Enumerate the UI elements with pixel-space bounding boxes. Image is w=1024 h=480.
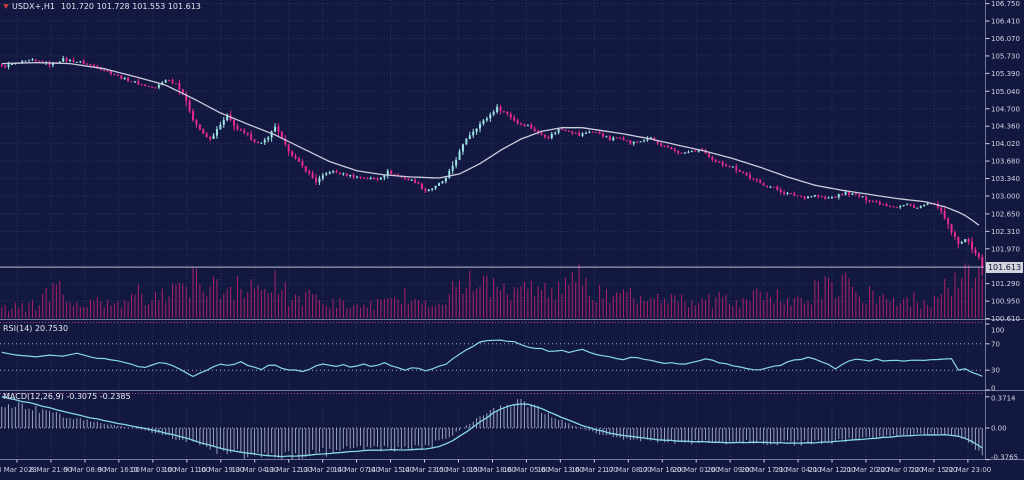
symbol-marker-icon (3, 4, 9, 9)
price-axis-label: 103.680 (991, 158, 1020, 166)
candlestick-series[interactable] (0, 55, 984, 276)
rsi-value: 20.7530 (34, 324, 69, 333)
rsi-pane[interactable] (0, 339, 984, 378)
time-axis-label: 17 Mar 16:00 (639, 466, 686, 474)
time-axis-label: 9 Mar 16:00 (98, 466, 140, 474)
time-axis-label: 20 Mar 17:00 (741, 466, 788, 474)
macd-axis-label: -0.3765 (991, 454, 1018, 462)
macd-name: MACD(12,26,9) (3, 392, 64, 401)
price-axis-label: 106.750 (991, 0, 1020, 8)
price-axis-label: 104.020 (991, 140, 1020, 148)
rsi-line (1, 339, 983, 378)
macd-pane[interactable] (0, 395, 984, 460)
volume-bars (1, 263, 983, 318)
time-axis-label: 14 Mar 15:00 (367, 466, 414, 474)
time-axis-label: 20 Mar 09:00 (707, 466, 754, 474)
macd-values: -0.3075 -0.2385 (66, 392, 131, 401)
price-axis-label: 101.970 (991, 245, 1020, 253)
time-axis-label: 21 Mar 04:00 (775, 466, 822, 474)
time-axis-label: 15 Mar 18:00 (469, 466, 516, 474)
time-axis-label: 16 Mar 05:00 (503, 466, 550, 474)
rsi-axis-label: 70 (991, 340, 1000, 348)
price-axis-label: 102.310 (991, 228, 1020, 236)
price-axis-label: 106.410 (991, 18, 1020, 26)
time-axis-label: 14 Mar 23:00 (401, 466, 448, 474)
time-axis-label: 22 Mar 07:00 (877, 466, 924, 474)
symbol-period-label: USDX+,H1 (12, 2, 55, 11)
price-axis-label: 103.000 (991, 192, 1020, 200)
time-axis-label: 21 Mar 12:00 (809, 466, 856, 474)
time-axis-label: 22 Mar 15:00 (911, 466, 958, 474)
rsi-axis-label: 30 (991, 367, 1000, 375)
time-axis-label: 8 Mar 21:00 (30, 466, 72, 474)
chart-title: USDX+,H1 101.720 101.728 101.553 101.613 (3, 2, 201, 12)
time-axis-label: 10 Mar 11:00 (163, 466, 210, 474)
time-axis-label: 15 Mar 10:00 (435, 466, 482, 474)
time-axis-label: 10 Mar 03:00 (129, 466, 176, 474)
rsi-axis-label: 100 (991, 327, 1004, 335)
price-axis-label: 106.070 (991, 35, 1020, 43)
time-axis-label: 16 Mar 21:00 (571, 466, 618, 474)
time-axis-label: 16 Mar 13:00 (537, 466, 584, 474)
current-price-tag: 101.613 (986, 261, 1023, 273)
moving-average-line (1, 61, 980, 226)
time-axis-label: 17 Mar 08:00 (605, 466, 652, 474)
macd-signal-line (1, 395, 983, 458)
price-axis-label: 104.700 (991, 105, 1020, 113)
macd-axis-label: 0.00 (991, 425, 1007, 433)
macd-indicator-label: MACD(12,26,9) -0.3075 -0.2385 (3, 392, 131, 402)
grid (0, 0, 984, 460)
price-axis-label: 104.360 (991, 123, 1020, 131)
time-axis-label: 10 Mar 19:00 (197, 466, 244, 474)
price-axis-label: 105.730 (991, 52, 1020, 60)
macd-axis-label: 0.3714 (991, 395, 1016, 403)
time-axis-label: 20 Mar 01:00 (673, 466, 720, 474)
time-axis-label: 14 Mar 07:00 (333, 466, 380, 474)
time-axis-label: 13 Mar 04:00 (231, 466, 278, 474)
price-axis-label: 105.040 (991, 88, 1020, 96)
price-axis-label: 102.650 (991, 210, 1020, 218)
rsi-axis-label: 0 (991, 385, 995, 393)
time-axis-label: 22 Mar 23:00 (945, 466, 992, 474)
price-axis-label: 101.290 (991, 280, 1020, 288)
time-axis-label: 13 Mar 12:00 (265, 466, 312, 474)
time-axis-label: 21 Mar 20:00 (843, 466, 890, 474)
time-axis-label: 9 Mar 08:00 (64, 466, 106, 474)
rsi-indicator-label: RSI(14) 20.7530 (3, 324, 68, 334)
rsi-name: RSI(14) (3, 324, 33, 333)
price-axis-label: 103.340 (991, 175, 1020, 183)
price-axis-label: 100.950 (991, 298, 1020, 306)
ohlc-readout: 101.720 101.728 101.553 101.613 (60, 2, 201, 11)
price-axis-label: 105.390 (991, 70, 1020, 78)
time-axis-label: 13 Mar 20:00 (299, 466, 346, 474)
time-axis-label: 8 Mar 2023 (0, 466, 37, 474)
price-axis-label: 100.610 (991, 315, 1020, 323)
